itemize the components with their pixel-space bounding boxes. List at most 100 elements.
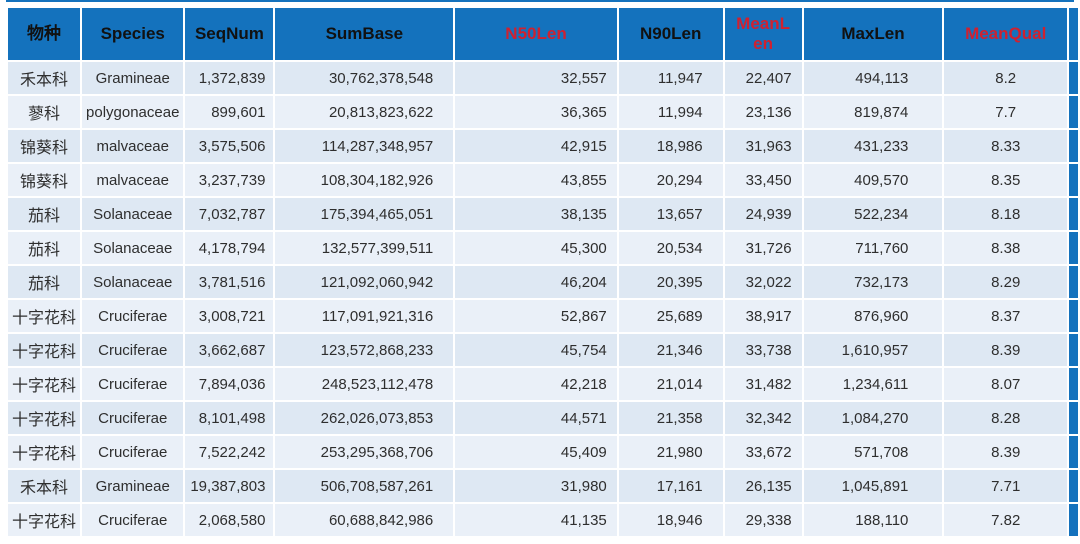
table-cell: 25,689 <box>618 300 723 332</box>
table-row: 锦葵科 malvaceae 3,575,506 114,287,348,957 42,9… <box>8 130 1078 162</box>
table-cell: 8.38 <box>944 232 1067 264</box>
table-cell: 18,946 <box>618 504 723 536</box>
table-right-edge-strip <box>1069 436 1078 468</box>
table-cell: 571,708 <box>803 436 943 468</box>
column-header-8: MaxLen <box>803 8 943 60</box>
table-cell: 11,994 <box>618 96 723 128</box>
table-cell: 3,237,739 <box>185 164 274 196</box>
table-cell: malvaceae <box>82 130 184 162</box>
table-right-edge-strip <box>1069 8 1078 60</box>
header-row: 物种 Species SeqNum SumBase N50Len N90Len MeanLe… <box>8 8 1078 60</box>
table-right-edge-strip <box>1069 368 1078 400</box>
table-row: 十字花科 Cruciferae 7,522,242 253,295,368,706 45… <box>8 436 1078 468</box>
table-cell: Cruciferae <box>82 504 184 536</box>
table-cell: 2,068,580 <box>185 504 274 536</box>
table-cell: 409,570 <box>803 164 943 196</box>
table-cell: 8.07 <box>944 368 1067 400</box>
table-cell: 7.71 <box>944 470 1067 502</box>
column-header-2: Species <box>82 8 184 60</box>
table-cell: 蓼科 <box>8 96 81 128</box>
table-cell: 43,855 <box>455 164 617 196</box>
table-cell: 42,915 <box>455 130 617 162</box>
table-cell: 262,026,073,853 <box>275 402 454 434</box>
table-cell: 114,287,348,957 <box>275 130 454 162</box>
table-cell: 3,781,516 <box>185 266 274 298</box>
table-cell: 8.18 <box>944 198 1067 230</box>
table-row: 禾本科 Gramineae 1,372,839 30,762,378,548 32,55… <box>8 62 1078 94</box>
table-row: 茄科 Solanaceae 4,178,794 132,577,399,511 45,3… <box>8 232 1078 264</box>
column-header-1: 物种 <box>8 8 81 60</box>
table-cell: 锦葵科 <box>8 164 81 196</box>
table-cell: 1,234,611 <box>803 368 943 400</box>
table-cell: 175,394,465,051 <box>275 198 454 230</box>
column-header-6: N90Len <box>618 8 723 60</box>
table-cell: 20,813,823,622 <box>275 96 454 128</box>
table-right-edge-strip <box>1069 96 1078 128</box>
table-cell: 899,601 <box>185 96 274 128</box>
column-header-9: MeanQual <box>944 8 1067 60</box>
table-cell: 3,662,687 <box>185 334 274 366</box>
table-cell: 21,980 <box>618 436 723 468</box>
table-cell: 121,092,060,942 <box>275 266 454 298</box>
sequencing-stats-table: 物种 Species SeqNum SumBase N50Len N90Len MeanLe… <box>6 6 1080 538</box>
table-cell: 30,762,378,548 <box>275 62 454 94</box>
table-cell: 45,754 <box>455 334 617 366</box>
column-header-5: N50Len <box>455 8 617 60</box>
table-right-edge-strip <box>1069 470 1078 502</box>
table-cell: 19,387,803 <box>185 470 274 502</box>
table-cell: polygonaceae <box>82 96 184 128</box>
table-row: 十字花科 Cruciferae 8,101,498 262,026,073,853 44… <box>8 402 1078 434</box>
table-cell: 禾本科 <box>8 470 81 502</box>
table-cell: Solanaceae <box>82 266 184 298</box>
table-cell: 8.37 <box>944 300 1067 332</box>
table-cell: 41,135 <box>455 504 617 536</box>
table-cell: 7,032,787 <box>185 198 274 230</box>
table-cell: 38,917 <box>724 300 802 332</box>
table-cell: 13,657 <box>618 198 723 230</box>
table-cell: 禾本科 <box>8 62 81 94</box>
table-cell: 7,522,242 <box>185 436 274 468</box>
table-cell: 45,409 <box>455 436 617 468</box>
table-cell: 31,482 <box>724 368 802 400</box>
table-right-edge-strip <box>1069 62 1078 94</box>
table-cell: 506,708,587,261 <box>275 470 454 502</box>
table-cell: 522,234 <box>803 198 943 230</box>
table-cell: 20,395 <box>618 266 723 298</box>
table-cell: 876,960 <box>803 300 943 332</box>
table-cell: 3,008,721 <box>185 300 274 332</box>
table-row: 茄科 Solanaceae 7,032,787 175,394,465,051 38,1… <box>8 198 1078 230</box>
table-row: 蓼科 polygonaceae 899,601 20,813,823,622 36,36… <box>8 96 1078 128</box>
column-header-7: MeanLen <box>724 8 802 60</box>
table-cell: 十字花科 <box>8 504 81 536</box>
table-cell: 1,610,957 <box>803 334 943 366</box>
table-cell: 11,947 <box>618 62 723 94</box>
table-cell: 819,874 <box>803 96 943 128</box>
table-cell: 8.2 <box>944 62 1067 94</box>
table-cell: 32,557 <box>455 62 617 94</box>
table-cell: 1,045,891 <box>803 470 943 502</box>
table-cell: 33,450 <box>724 164 802 196</box>
table-cell: 188,110 <box>803 504 943 536</box>
table-cell: Cruciferae <box>82 436 184 468</box>
table-cell: 1,084,270 <box>803 402 943 434</box>
column-header-4: SumBase <box>275 8 454 60</box>
table-cell: Cruciferae <box>82 300 184 332</box>
table-top-border-line <box>6 0 1074 2</box>
table-cell: 31,963 <box>724 130 802 162</box>
table-cell: 茄科 <box>8 232 81 264</box>
table-cell: 494,113 <box>803 62 943 94</box>
table-cell: 7,894,036 <box>185 368 274 400</box>
table-cell: 36,365 <box>455 96 617 128</box>
table-cell: 17,161 <box>618 470 723 502</box>
table-cell: 45,300 <box>455 232 617 264</box>
table-cell: 248,523,112,478 <box>275 368 454 400</box>
table-cell: 8,101,498 <box>185 402 274 434</box>
table-right-edge-strip <box>1069 300 1078 332</box>
table-right-edge-strip <box>1069 504 1078 536</box>
table-cell: 1,372,839 <box>185 62 274 94</box>
table-cell: 4,178,794 <box>185 232 274 264</box>
table-cell: 20,534 <box>618 232 723 264</box>
table-cell: Cruciferae <box>82 368 184 400</box>
table-cell: 711,760 <box>803 232 943 264</box>
table-cell: 26,135 <box>724 470 802 502</box>
